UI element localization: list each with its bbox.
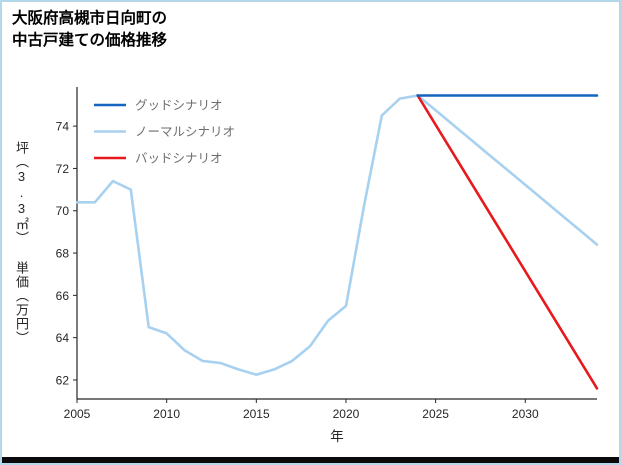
x-tick-label: 2010: [153, 407, 180, 421]
chart-title-line2: 中古戸建ての価格推移: [12, 32, 168, 50]
legend-label: バッドシナリオ: [135, 152, 223, 166]
chart-title-line1: 大阪府高槻市日向町の: [12, 10, 168, 27]
legend-label: グッドシナリオ: [135, 99, 223, 113]
x-tick-label: 2005: [64, 407, 91, 421]
y-tick-label: 66: [56, 289, 70, 303]
x-tick-label: 2025: [422, 407, 449, 421]
y-tick-label: 64: [56, 331, 70, 345]
x-tick-label: 2020: [333, 407, 360, 421]
series-line-ノーマルシナリオ: [75, 94, 599, 377]
y-tick-label: 72: [56, 162, 70, 176]
chart-title: 大阪府高槻市日向町の 中古戸建ての価格推移: [12, 8, 167, 53]
y-tick-label: 74: [56, 120, 70, 134]
x-axis-label: 年: [330, 429, 344, 444]
x-tick-label: 2015: [243, 407, 270, 421]
series-line-バッドシナリオ: [416, 94, 599, 390]
y-tick-label: 68: [56, 247, 70, 261]
legend-label: ノーマルシナリオ: [135, 125, 235, 139]
y-tick-label: 62: [56, 373, 70, 387]
x-tick-label: 2030: [512, 407, 539, 421]
y-axis-label: 坪（3.3㎡） 単価（万円）: [14, 141, 29, 345]
bottom-edge-bar: [2, 457, 619, 463]
y-tick-label: 70: [56, 204, 70, 218]
